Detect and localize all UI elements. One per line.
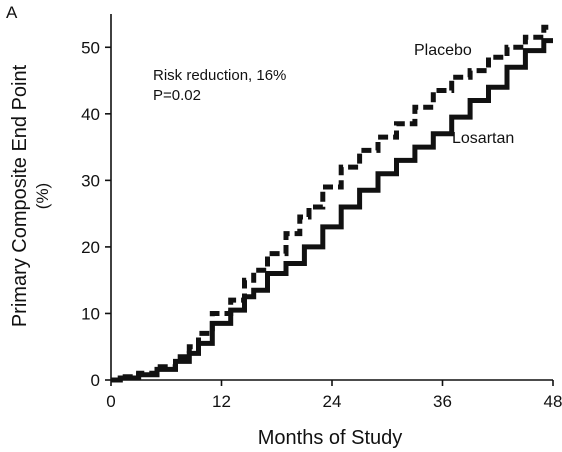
y-tick-label: 20 [81,238,100,257]
series-line-losartan [111,38,553,383]
annotation-p-value: P=0.02 [153,87,201,104]
y-axis-label-line2: (%) [33,183,52,209]
y-tick-label: 30 [81,171,100,190]
x-tick-label: 12 [212,392,231,411]
series-labels: Placebo Losartan [414,42,514,147]
x-tick-label: 48 [544,392,562,411]
y-tick-label: 0 [91,371,100,390]
series-label-losartan: Losartan [452,130,514,147]
y-tick-label: 40 [81,105,100,124]
panel-label: A [6,3,18,22]
y-tick-label: 10 [81,304,100,323]
annotation-risk-reduction: Risk reduction, 16% [153,67,286,84]
series-layer [111,24,553,383]
x-tick-label: 0 [106,392,115,411]
y-axis-label-line1: Primary Composite End Point [9,64,31,327]
x-tick-label: 36 [433,392,452,411]
axes: 0 10 20 30 40 50 0 12 24 36 48 [81,14,562,411]
x-tick-label: 24 [323,392,342,411]
series-label-placebo: Placebo [414,42,472,59]
x-axis-label: Months of Study [258,427,403,449]
y-tick-label: 50 [81,38,100,57]
